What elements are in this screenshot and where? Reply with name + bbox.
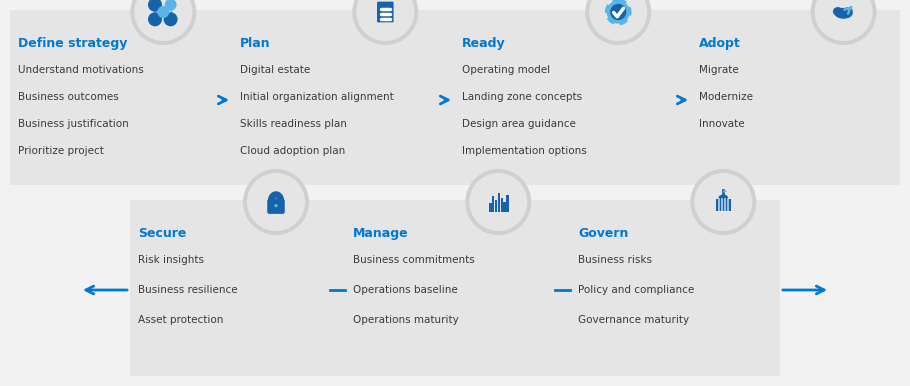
Circle shape	[811, 0, 876, 45]
FancyBboxPatch shape	[10, 15, 220, 180]
Text: Policy and compliance: Policy and compliance	[578, 285, 694, 295]
Circle shape	[694, 173, 753, 231]
Circle shape	[164, 12, 177, 26]
Text: Operations maturity: Operations maturity	[353, 315, 459, 325]
Text: Ready: Ready	[462, 37, 506, 50]
Text: Innovate: Innovate	[699, 119, 744, 129]
FancyBboxPatch shape	[691, 15, 900, 180]
Text: Business commitments: Business commitments	[353, 255, 475, 265]
Circle shape	[352, 0, 419, 45]
Circle shape	[130, 0, 197, 45]
Circle shape	[470, 173, 527, 231]
Text: Business justification: Business justification	[18, 119, 128, 129]
FancyBboxPatch shape	[268, 199, 285, 214]
Text: Prioritize project: Prioritize project	[18, 146, 104, 156]
FancyBboxPatch shape	[377, 2, 394, 22]
Text: Cloud adoption plan: Cloud adoption plan	[240, 146, 345, 156]
Text: Define strategy: Define strategy	[18, 37, 127, 50]
Text: Business resilience: Business resilience	[138, 285, 238, 295]
Polygon shape	[723, 190, 727, 193]
Circle shape	[357, 0, 414, 41]
Circle shape	[590, 0, 647, 41]
Text: Implementation options: Implementation options	[462, 146, 587, 156]
FancyBboxPatch shape	[490, 203, 491, 212]
Circle shape	[465, 169, 531, 235]
Text: Plan: Plan	[240, 37, 270, 50]
Circle shape	[585, 0, 652, 45]
Circle shape	[609, 2, 628, 22]
FancyBboxPatch shape	[492, 196, 494, 212]
Circle shape	[814, 0, 873, 41]
Text: Operating model: Operating model	[462, 65, 551, 75]
Ellipse shape	[834, 8, 853, 19]
Ellipse shape	[833, 7, 843, 16]
Text: Migrate: Migrate	[699, 65, 739, 75]
FancyBboxPatch shape	[570, 205, 780, 371]
Text: Governance maturity: Governance maturity	[578, 315, 689, 325]
Circle shape	[148, 0, 162, 12]
FancyBboxPatch shape	[232, 15, 442, 180]
FancyBboxPatch shape	[345, 205, 555, 371]
Text: Skills readiness plan: Skills readiness plan	[240, 119, 347, 129]
Text: Manage: Manage	[353, 227, 409, 240]
FancyBboxPatch shape	[503, 201, 506, 212]
Circle shape	[157, 6, 169, 18]
Text: Business outcomes: Business outcomes	[18, 92, 118, 102]
FancyBboxPatch shape	[501, 198, 503, 212]
FancyBboxPatch shape	[10, 10, 900, 185]
Text: Digital estate: Digital estate	[240, 65, 310, 75]
Ellipse shape	[718, 195, 728, 202]
Text: Business risks: Business risks	[578, 255, 652, 265]
Circle shape	[165, 0, 177, 11]
FancyBboxPatch shape	[454, 15, 679, 180]
Text: Modernize: Modernize	[699, 92, 753, 102]
Text: Adopt: Adopt	[699, 37, 741, 50]
Text: Understand motivations: Understand motivations	[18, 65, 144, 75]
Circle shape	[243, 169, 309, 235]
Circle shape	[148, 12, 162, 26]
Text: Govern: Govern	[578, 227, 629, 240]
Text: Landing zone concepts: Landing zone concepts	[462, 92, 582, 102]
Circle shape	[135, 0, 192, 41]
Circle shape	[274, 204, 278, 207]
FancyBboxPatch shape	[715, 200, 731, 212]
Circle shape	[691, 169, 756, 235]
FancyBboxPatch shape	[498, 193, 501, 212]
Text: Asset protection: Asset protection	[138, 315, 223, 325]
Text: Secure: Secure	[138, 227, 187, 240]
Text: Design area guidance: Design area guidance	[462, 119, 576, 129]
Text: Operations baseline: Operations baseline	[353, 285, 458, 295]
FancyBboxPatch shape	[495, 200, 497, 212]
FancyBboxPatch shape	[130, 200, 780, 376]
FancyBboxPatch shape	[506, 195, 509, 212]
Text: Risk insights: Risk insights	[138, 255, 204, 265]
FancyBboxPatch shape	[130, 205, 330, 371]
Circle shape	[247, 173, 305, 231]
Text: Initial organization alignment: Initial organization alignment	[240, 92, 394, 102]
Ellipse shape	[844, 7, 853, 15]
